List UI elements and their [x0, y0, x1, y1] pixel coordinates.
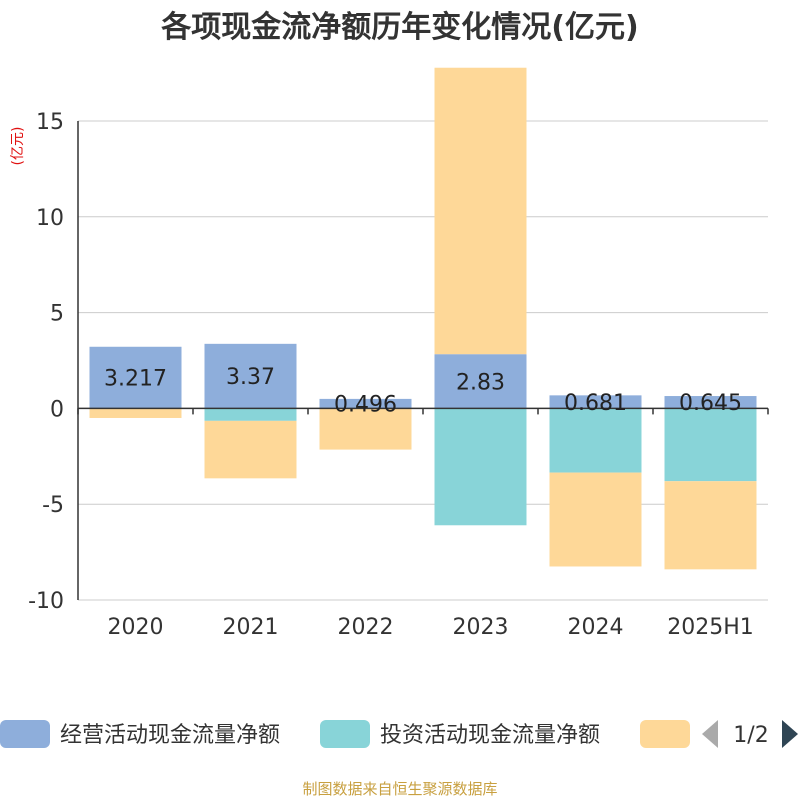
- legend-swatch-2[interactable]: [320, 720, 370, 748]
- data-label: 3.217: [104, 367, 167, 392]
- x-tick-label: 2022: [338, 615, 394, 640]
- x-tick-label: 2024: [568, 615, 624, 640]
- bars: [89, 67, 757, 570]
- legend-label-1[interactable]: 经营活动现金流量净额: [60, 723, 280, 748]
- bar-series-1-2024[interactable]: [549, 395, 642, 409]
- legend-label-2[interactable]: 投资活动现金流量净额: [380, 723, 600, 748]
- bar-series-3-2024[interactable]: [549, 472, 642, 567]
- y-tick-label: 15: [36, 110, 64, 135]
- y-tick-label: 10: [36, 206, 64, 231]
- x-tick-label: 2025H1: [667, 615, 754, 640]
- bar-series-2-2021[interactable]: [204, 408, 297, 421]
- bar-series-3-2025H1[interactable]: [664, 481, 757, 570]
- triangle-left-icon[interactable]: [702, 720, 718, 748]
- axes: 2020 2021 2022 2023 2024 2025H1: [77, 121, 769, 640]
- triangle-right-icon[interactable]: [782, 720, 798, 748]
- x-tick-label: 2020: [108, 615, 164, 640]
- bar-series-3-2020[interactable]: [89, 408, 182, 418]
- bar-series-2-2025H1[interactable]: [664, 408, 757, 482]
- y-tick-label: -5: [42, 493, 64, 518]
- data-source-note: 制图数据来自恒生聚源数据库: [302, 780, 497, 798]
- data-label: 0.681: [564, 391, 627, 416]
- bar-series-3-2021[interactable]: [204, 420, 297, 479]
- x-tick-label: 2023: [453, 615, 509, 640]
- bar-series-1-2023[interactable]: [434, 354, 527, 409]
- chart-title: 各项现金流净额历年变化情况(亿元): [160, 10, 638, 45]
- legend-swatch-3[interactable]: [640, 720, 690, 748]
- bar-series-1-2021[interactable]: [204, 343, 297, 409]
- data-label: 0.496: [334, 393, 397, 418]
- legend-pager: 1/2: [733, 723, 768, 748]
- y-tick-label: 0: [50, 397, 64, 422]
- bar-series-1-2022[interactable]: [319, 398, 412, 409]
- bar-series-3-2023[interactable]: [434, 67, 527, 355]
- data-label: 0.645: [679, 391, 742, 416]
- legend-swatch-1[interactable]: [0, 720, 50, 748]
- bar-series-3-2022[interactable]: [319, 408, 412, 450]
- y-tick-label: 5: [50, 302, 64, 327]
- data-labels: 3.217 3.37 0.496 2.83 0.681 0.645: [104, 365, 742, 418]
- data-label: 2.83: [456, 370, 505, 395]
- y-tick-label: -10: [28, 589, 64, 614]
- data-label: 3.37: [226, 365, 275, 390]
- legend: 经营活动现金流量净额 投资活动现金流量净额 1/2: [0, 720, 798, 748]
- bar-series-1-2025H1[interactable]: [664, 396, 757, 409]
- bar-series-1-2020[interactable]: [89, 346, 182, 409]
- x-tick-label: 2021: [223, 615, 279, 640]
- bar-series-2-2023[interactable]: [434, 408, 527, 526]
- bar-series-2-2024[interactable]: [549, 408, 642, 473]
- y-axis-unit-label: (亿元): [10, 127, 26, 166]
